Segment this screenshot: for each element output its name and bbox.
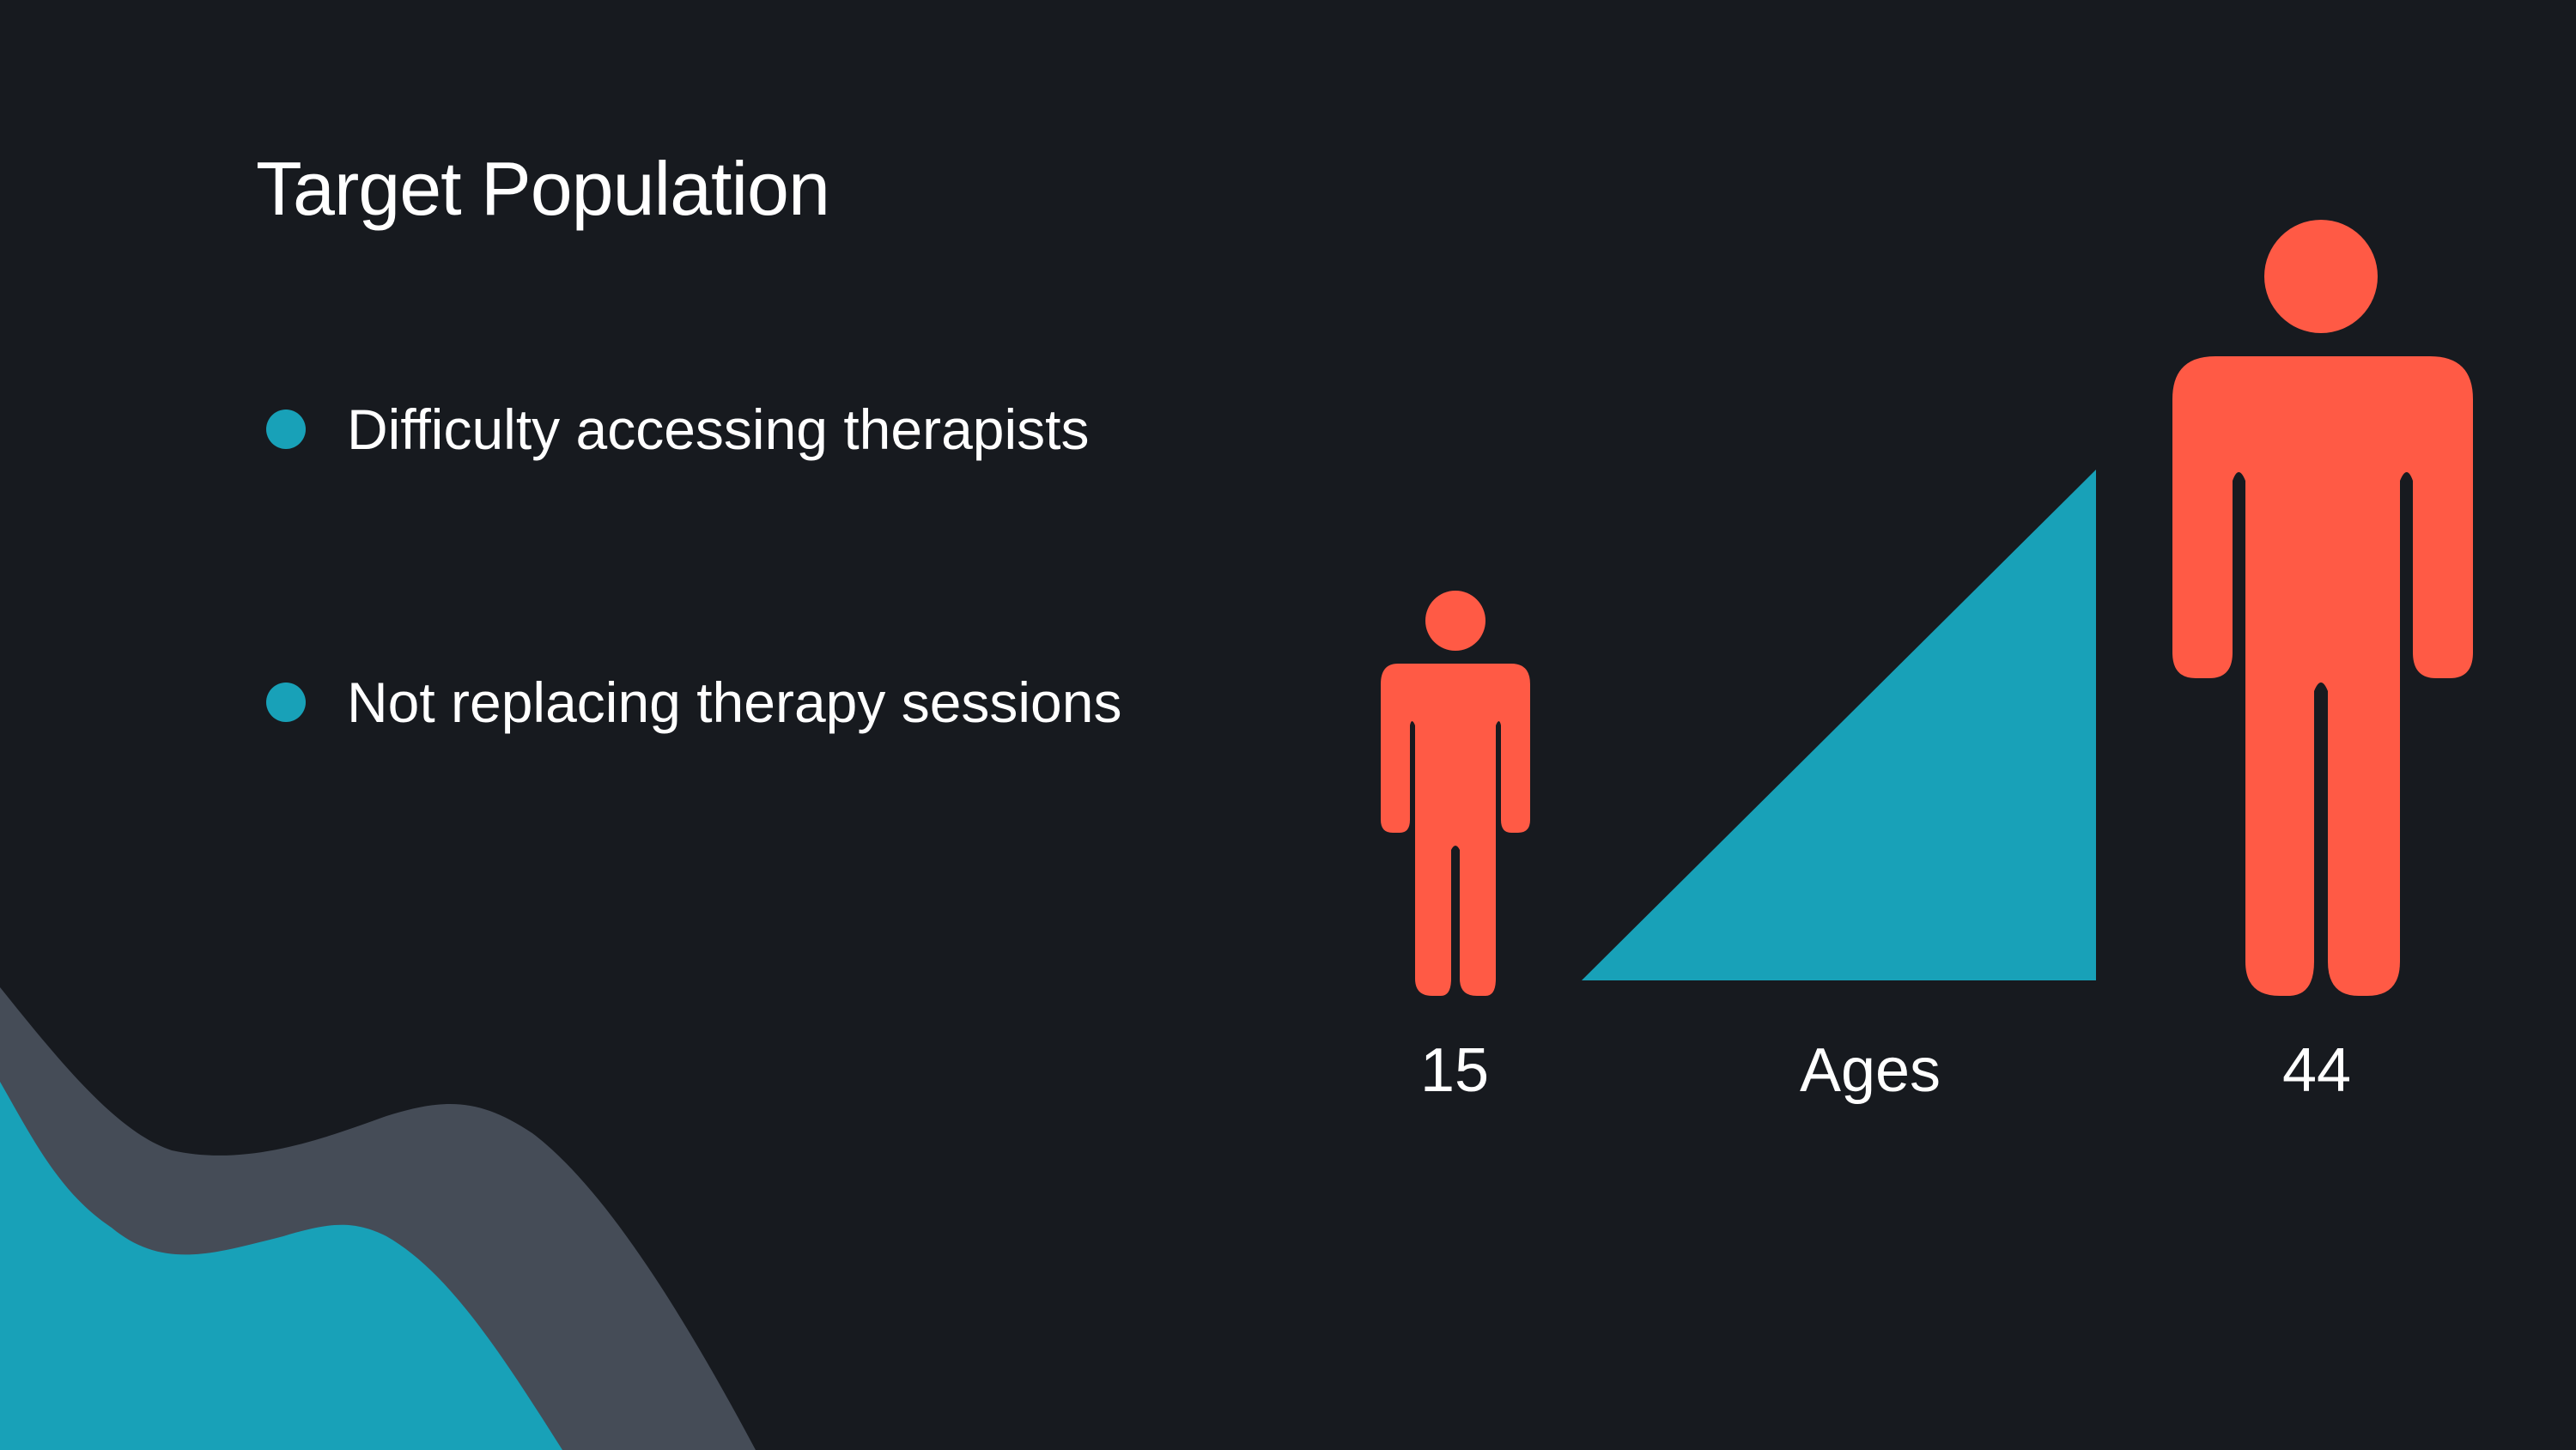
bullet-text: Difficulty accessing therapists <box>347 397 1090 461</box>
bullet-item: Not replacing therapy sessions <box>266 674 1121 731</box>
bullet-dot-icon <box>266 683 306 722</box>
teal-wave <box>0 1082 562 1450</box>
large-person-icon <box>2172 220 2473 996</box>
bullet-item: Difficulty accessing therapists <box>266 401 1089 458</box>
ages-axis-label: Ages <box>1799 1036 1941 1105</box>
ramp-triangle-icon <box>1582 470 2096 980</box>
slide-title: Target Population <box>256 146 830 231</box>
max-age-label: 44 <box>2281 1036 2352 1105</box>
bullet-dot-icon <box>266 410 306 449</box>
bullet-text: Not replacing therapy sessions <box>347 670 1122 734</box>
small-person-icon <box>1381 591 1530 996</box>
min-age-label: 15 <box>1419 1036 1490 1105</box>
